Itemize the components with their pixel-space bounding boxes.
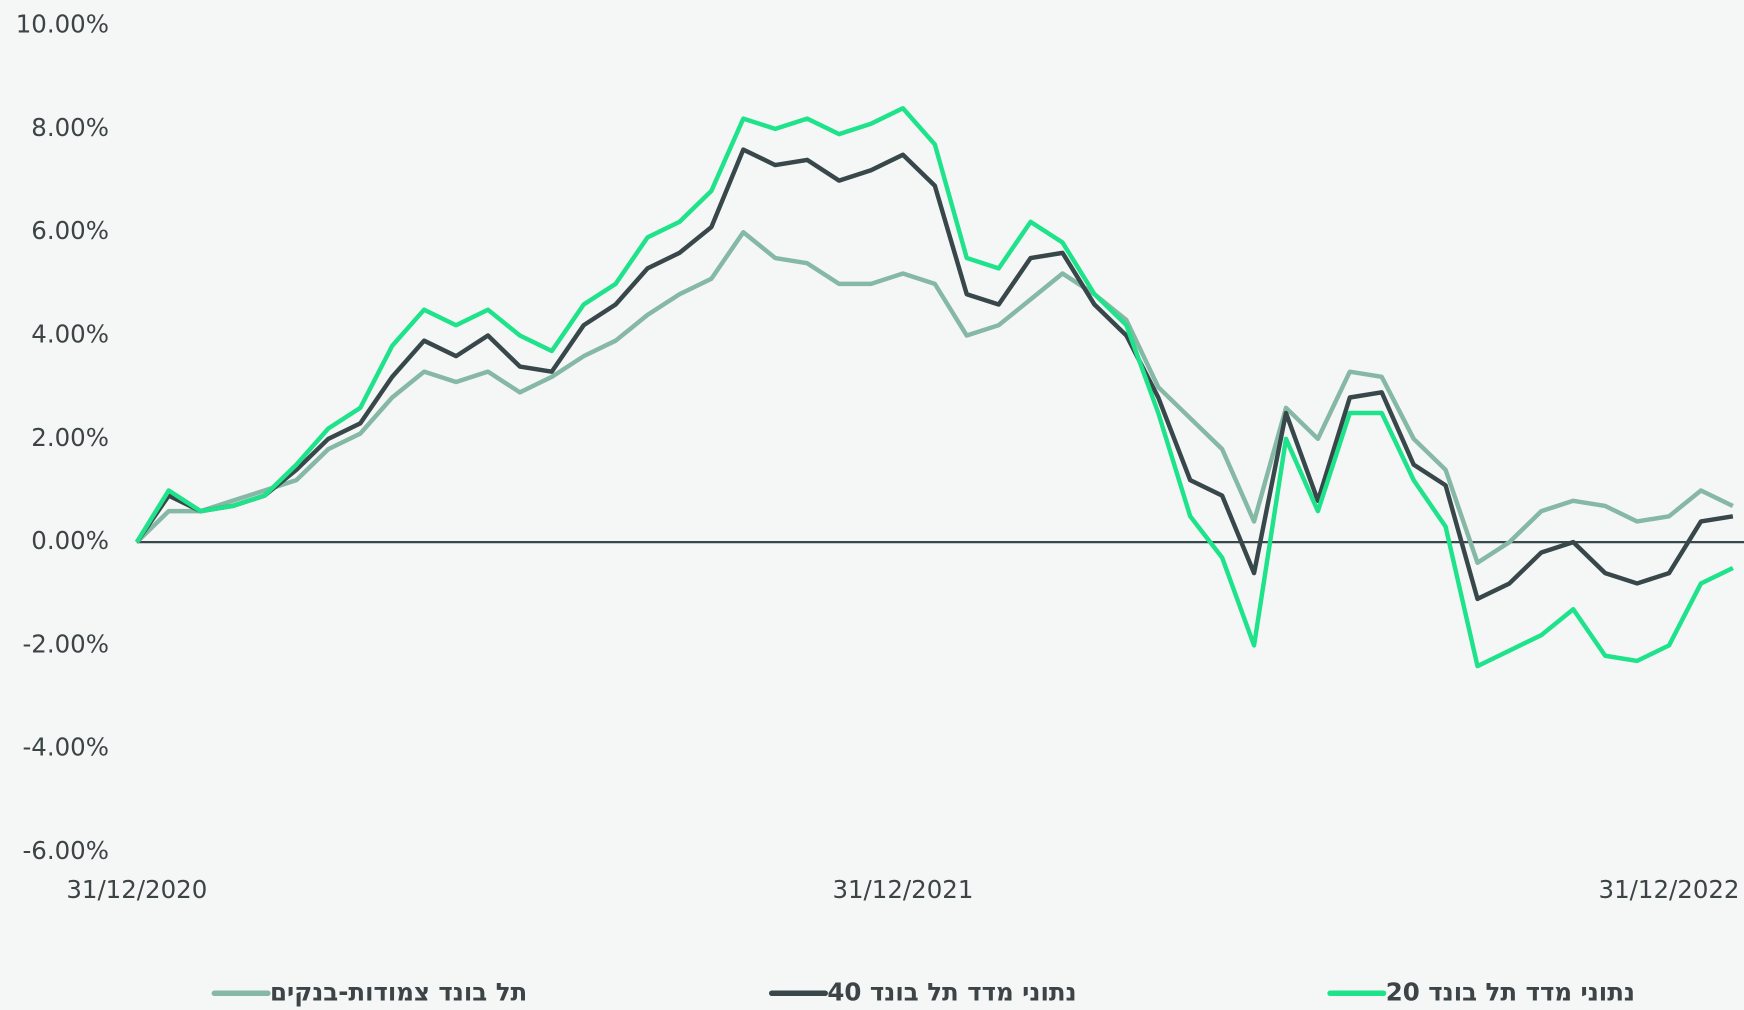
x-tick-label: 31/12/2022: [1599, 875, 1740, 904]
y-tick-label: 10.00%: [16, 10, 109, 39]
y-tick-label: 6.00%: [31, 216, 109, 245]
y-tick-label: 4.00%: [31, 320, 109, 349]
y-tick-label: 2.00%: [31, 423, 109, 452]
series-line: [134, 147, 1734, 602]
y-tick-label: 0.00%: [31, 526, 109, 555]
x-tick-label: 31/12/2021: [832, 875, 973, 904]
legend-label: נתוני מדד תל בונד 40: [827, 977, 1076, 1006]
x-tick-label: 31/12/2020: [66, 875, 207, 904]
y-tick-label: 8.00%: [31, 113, 109, 142]
y-tick-label: -4.00%: [22, 733, 109, 762]
legend-label: נתוני מדד תל בונד 20: [1386, 977, 1635, 1006]
y-tick-label: -2.00%: [22, 629, 109, 658]
legend-label: תל בונד צמודות-בנקים: [270, 977, 527, 1006]
y-tick-label: -6.00%: [22, 836, 109, 865]
series-line: [135, 229, 1734, 566]
series-line: [134, 106, 1734, 669]
